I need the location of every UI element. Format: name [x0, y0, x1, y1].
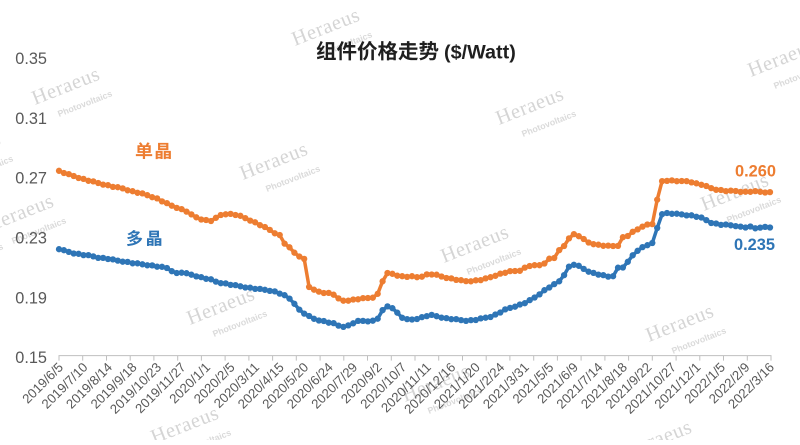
svg-text:0.23: 0.23: [15, 230, 47, 248]
svg-text:0.19: 0.19: [15, 289, 47, 307]
svg-text:0.15: 0.15: [15, 349, 47, 367]
svg-text:0.260: 0.260: [735, 163, 776, 181]
svg-text:($/Watt): ($/Watt): [444, 42, 516, 64]
svg-text:0.35: 0.35: [15, 50, 47, 68]
svg-text:0.31: 0.31: [15, 110, 47, 128]
svg-text:0.235: 0.235: [734, 236, 775, 254]
svg-text:0.27: 0.27: [15, 170, 47, 188]
